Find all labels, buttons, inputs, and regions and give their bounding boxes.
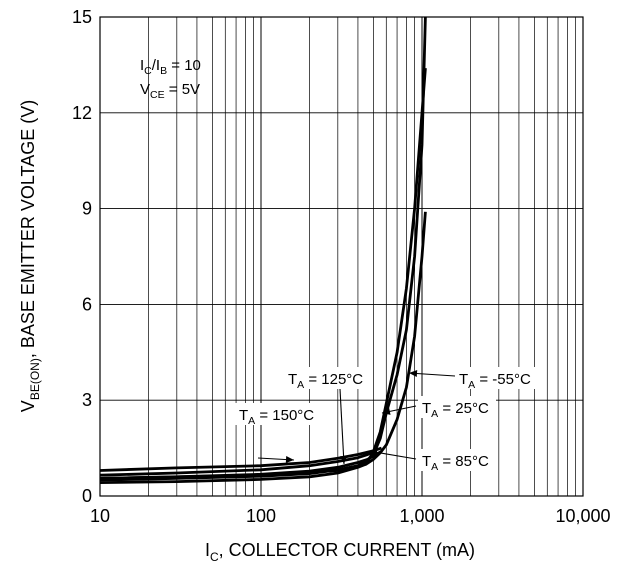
x-tick-label: 100 (246, 506, 276, 526)
x-tick-label: 1,000 (399, 506, 444, 526)
arrow-ta-125-head (340, 455, 348, 464)
svg-text:TA = 85°C: TA = 85°C (422, 453, 489, 473)
label-ta-125: TA = 125°C (284, 367, 372, 391)
tick-labels: 10 100 1,000 10,000 0 3 6 9 12 15 (72, 7, 611, 526)
series-lines (99, 16, 427, 484)
arrow-ta-150-head (285, 456, 294, 464)
label-ta-150: TA = 150°C (235, 403, 323, 427)
x-tick-label: 10 (90, 506, 110, 526)
label-ta-85: TA = 85°C (418, 449, 494, 473)
condition-vce: VCE = 5V (140, 81, 200, 101)
label-ta-minus55: TA = -55°C (456, 367, 538, 391)
plot-frame (99, 16, 584, 497)
svg-text:TA = 150°C: TA = 150°C (239, 407, 314, 427)
series-line-5 (99, 67, 427, 480)
x-tick-label: 10,000 (555, 506, 610, 526)
condition-ic-ib: IC/IB = 10 (140, 57, 201, 77)
y-tick-label: 12 (72, 103, 92, 123)
svg-text:TA = -55°C: TA = -55°C (459, 371, 531, 391)
y-tick-label: 3 (82, 390, 92, 410)
arrow-ta-25-head (382, 407, 391, 415)
series-line-4 (99, 211, 427, 484)
arrow-ta-85-head (369, 448, 378, 456)
y-tick-label: 0 (82, 486, 92, 506)
y-tick-label: 6 (82, 294, 92, 314)
svg-text:TA = 25°C: TA = 25°C (422, 400, 489, 420)
svg-text:TA = 125°C: TA = 125°C (288, 371, 363, 391)
y-axis-label: VBE(ON), BASE EMITTER VOLTAGE (V) (18, 100, 42, 412)
arrow-ta-125 (339, 388, 345, 465)
y-tick-label: 15 (72, 7, 92, 27)
y-tick-label: 9 (82, 199, 92, 219)
arrow-ta-minus55-head (409, 370, 418, 378)
annotation-arrows (257, 370, 456, 465)
series-line-1 (99, 448, 377, 477)
x-axis-label: IC, COLLECTOR CURRENT (mA) (205, 540, 475, 563)
label-ta-25: TA = 25°C (418, 396, 496, 420)
